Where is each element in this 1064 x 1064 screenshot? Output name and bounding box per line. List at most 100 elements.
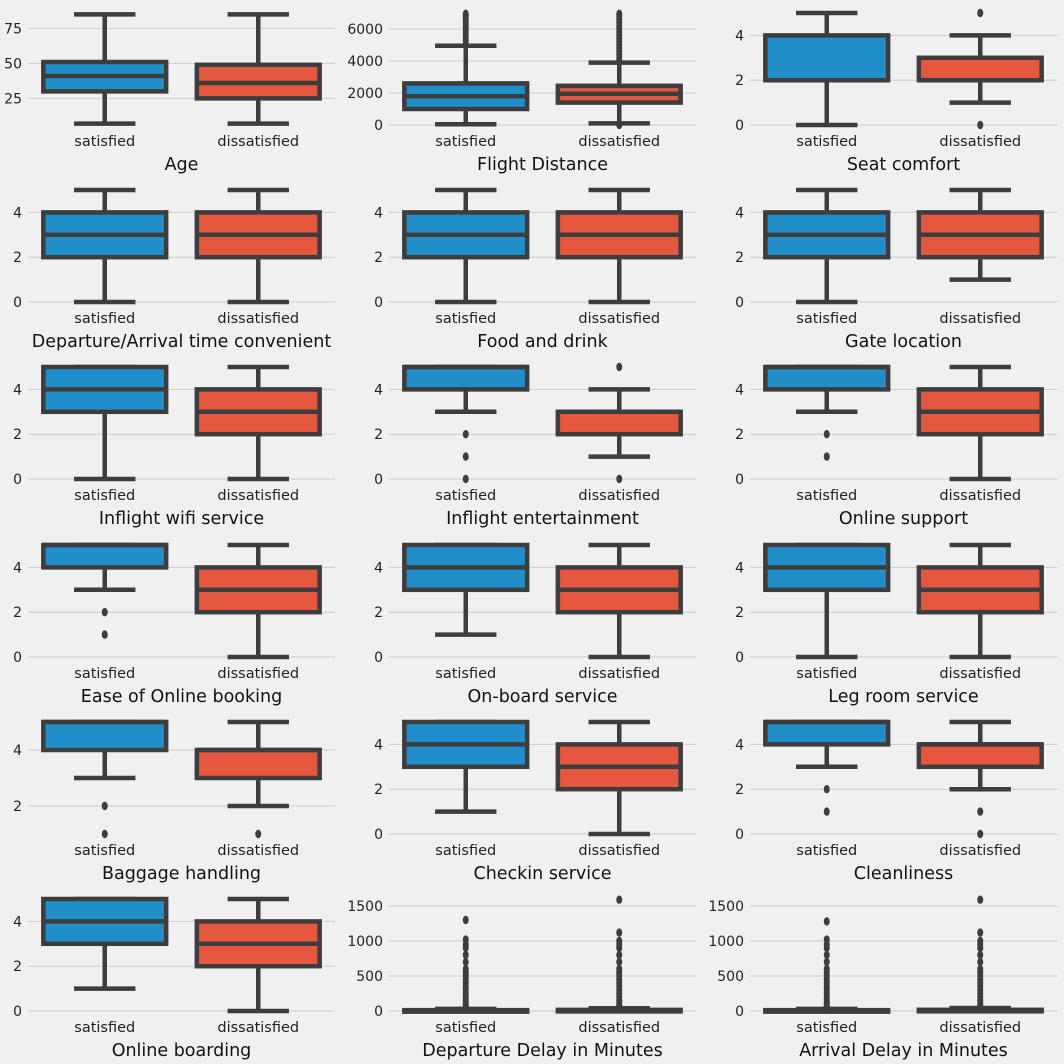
- y-tick-label: 1500: [708, 899, 744, 915]
- y-tick-label: 0: [13, 650, 22, 666]
- subplot-12: 2 4 satisfied dissatisfied Baggage handling: [13, 719, 335, 884]
- x-axis-title: Seat comfort: [847, 155, 960, 175]
- x-category-label: dissatisfied: [939, 134, 1021, 150]
- box-dissatisfied: [555, 409, 683, 437]
- x-category-label: satisfied: [435, 488, 496, 504]
- outlier-point: [823, 807, 830, 816]
- x-category-label: dissatisfied: [939, 1020, 1021, 1036]
- y-tick-label: 0: [13, 472, 22, 488]
- subplot-13: 0 2 4 satisfied dissatisfied Checkin service: [374, 719, 696, 884]
- y-tick-label: 4: [13, 382, 22, 398]
- y-tick-label: 2: [13, 250, 22, 266]
- outlier-point: [616, 9, 623, 18]
- subplot-15: 0 2 4 satisfied dissatisfied Online boarding: [13, 896, 335, 1061]
- x-axis-title: On-board service: [468, 687, 618, 707]
- outlier-point: [101, 608, 108, 617]
- x-category-label: satisfied: [74, 311, 135, 327]
- x-category-label: dissatisfied: [578, 134, 660, 150]
- y-tick-label: 4: [374, 205, 383, 221]
- x-category-label: satisfied: [435, 311, 496, 327]
- subplot-1: 0 2000 4000 6000 satisfied dissatisfied Flight…: [347, 9, 696, 175]
- subplot-7: 0 2 4 satisfied dissatisfied Inflight enterta…: [374, 362, 696, 529]
- y-tick-label: 0: [735, 118, 744, 134]
- y-tick-label: 4: [735, 737, 744, 753]
- x-axis-title: Departure/Arrival time convenient: [32, 332, 332, 352]
- x-category-label: dissatisfied: [939, 488, 1021, 504]
- x-axis-title: Flight Distance: [477, 155, 608, 175]
- outlier-point: [462, 950, 469, 960]
- y-tick-label: 6000: [347, 22, 383, 38]
- box-satisfied: [402, 364, 530, 392]
- y-tick-label: 0: [374, 472, 383, 488]
- subplot-0: 25 50 75 satisfied dissatisfied Age: [4, 12, 335, 175]
- subplot-11: 0 2 4 satisfied dissatisfied Leg room service: [735, 542, 1057, 707]
- y-tick-label: 4: [374, 560, 383, 576]
- subplot-6: 0 2 4 satisfied dissatisfied Inflight wifi se…: [13, 364, 335, 529]
- y-tick-label: 4: [735, 382, 744, 398]
- x-axis-title: Age: [165, 155, 199, 175]
- box-satisfied: [763, 719, 891, 747]
- x-axis-title: Arrival Delay in Minutes: [799, 1041, 1008, 1061]
- subplot-2: 0 2 4 satisfied dissatisfied Seat comfort: [735, 8, 1057, 175]
- y-tick-label: 0: [735, 827, 744, 843]
- subplot-16: 0 500 1000 1500 satisfied dissatisfied Departu…: [347, 895, 696, 1061]
- outlier-point: [823, 917, 830, 926]
- y-tick-label: 25: [4, 91, 22, 107]
- outlier-point: [977, 928, 984, 937]
- box-satisfied: [763, 33, 891, 83]
- x-axis-title: Baggage handling: [102, 864, 261, 884]
- outlier-point: [462, 957, 469, 967]
- y-tick-label: 4: [13, 743, 22, 759]
- x-category-label: satisfied: [74, 134, 135, 150]
- x-category-label: satisfied: [74, 843, 135, 859]
- outlier-point: [823, 452, 830, 461]
- x-category-label: dissatisfied: [217, 311, 299, 327]
- x-category-label: satisfied: [796, 843, 857, 859]
- outlier-point: [616, 362, 623, 372]
- subplot-14: 0 2 4 satisfied dissatisfied Cleanliness: [735, 719, 1057, 884]
- outlier-point: [101, 829, 108, 839]
- outlier-point: [616, 964, 623, 974]
- x-axis-title: Online support: [839, 509, 968, 529]
- box-dissatisfied: [916, 742, 1044, 770]
- y-tick-label: 4: [374, 737, 383, 753]
- outlier-point: [462, 452, 469, 461]
- outlier-point: [977, 895, 984, 904]
- x-category-label: dissatisfied: [217, 134, 299, 150]
- y-tick-label: 2: [735, 782, 744, 798]
- y-tick-label: 4: [13, 914, 22, 930]
- x-category-label: satisfied: [796, 1020, 857, 1036]
- y-tick-label: 4: [735, 28, 744, 44]
- box-satisfied: [41, 719, 169, 753]
- y-tick-label: 500: [717, 969, 744, 985]
- outlier-point: [977, 950, 984, 960]
- outlier-point: [977, 957, 984, 967]
- subplot-8: 0 2 4 satisfied dissatisfied Online support: [735, 364, 1057, 529]
- outlier-point: [462, 915, 469, 925]
- x-axis-title: Food and drink: [477, 332, 608, 352]
- subplot-5: 0 2 4 satisfied dissatisfied Gate location: [735, 187, 1057, 352]
- x-category-label: dissatisfied: [578, 488, 660, 504]
- subplot-10: 0 2 4 satisfied dissatisfied On-board service: [374, 542, 696, 707]
- outlier-point: [101, 801, 108, 811]
- x-category-label: dissatisfied: [939, 843, 1021, 859]
- y-tick-label: 4: [735, 560, 744, 576]
- y-tick-label: 0: [374, 295, 383, 311]
- y-tick-label: 2: [374, 250, 383, 266]
- y-tick-label: 0: [374, 827, 383, 843]
- outlier-point: [616, 928, 623, 937]
- x-category-label: satisfied: [435, 134, 496, 150]
- y-tick-label: 0: [374, 118, 383, 134]
- x-axis-title: Departure Delay in Minutes: [422, 1041, 663, 1061]
- y-tick-label: 2: [13, 605, 22, 621]
- y-tick-label: 500: [356, 969, 383, 985]
- y-tick-label: 4: [13, 560, 22, 576]
- box-dissatisfied: [916, 55, 1044, 83]
- y-tick-label: 2: [374, 782, 383, 798]
- y-tick-label: 75: [4, 21, 22, 37]
- outlier-point: [823, 430, 830, 439]
- outlier-point: [462, 9, 469, 18]
- outlier-point: [616, 950, 623, 960]
- subplot-17: 0 500 1000 1500 satisfied dissatisfied Arrival…: [708, 895, 1057, 1061]
- x-category-label: dissatisfied: [217, 666, 299, 682]
